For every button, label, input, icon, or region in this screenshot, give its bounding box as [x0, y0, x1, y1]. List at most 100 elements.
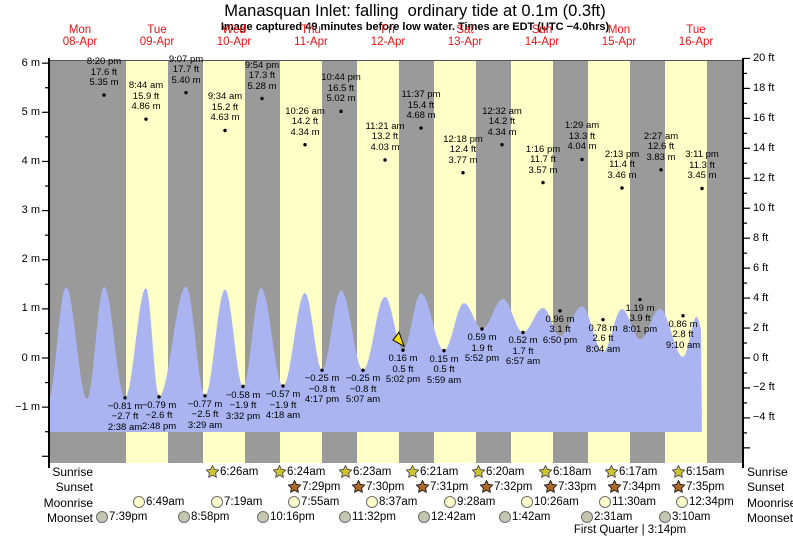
day-of-week: Mon [68, 24, 92, 36]
star-icon [416, 480, 429, 493]
low-tide-annotation: 0.52 m 1.7 ft 6:57 am [493, 336, 553, 368]
left-axis-tick-label: 6 m [21, 56, 40, 69]
low-tide-dot [558, 309, 562, 313]
day-of-week: Fri [381, 24, 395, 36]
moonset-icon [96, 511, 108, 523]
moonset-time: 12:42am [431, 511, 476, 523]
low-tide-dot [601, 317, 605, 322]
low-tide-m: 0.86 m [668, 318, 698, 330]
low-tide-dot [442, 348, 446, 353]
moonrise-entry: 12:34pm [676, 496, 734, 508]
day-label: Sat 13-Apr [427, 24, 504, 48]
moonrise-icon [366, 496, 378, 508]
low-tide-time: 9:10 am [665, 339, 701, 351]
star-icon [480, 480, 493, 493]
moonset-time: 10:16pm [270, 511, 315, 523]
day-date: 13-Apr [447, 36, 483, 48]
moonrise-icon [599, 496, 611, 508]
high-tide-time: 9:54 pm [244, 59, 280, 71]
high-tide-m: 3.45 m [687, 170, 717, 182]
moonset-entry: 2:31am [581, 511, 632, 523]
low-tide-ft: 1.7 ft [512, 345, 534, 357]
astro-row-label-left: Sunset [55, 480, 93, 494]
low-tide-dot [521, 330, 525, 335]
sunset-time: 7:32pm [494, 480, 533, 493]
sunrise-entry: 6:21am [406, 465, 458, 478]
right-axis-tick-label: 0 ft [753, 351, 769, 364]
left-axis-tick-label: 5 m [21, 105, 40, 118]
high-tide-ft: 14.2 ft [291, 116, 319, 128]
low-tide-ft: −2.5 ft [191, 409, 219, 421]
low-tide-ft: −0.8 ft [308, 383, 336, 395]
low-tide-annotation: −0.77 m −2.5 ft 3:29 am [175, 399, 235, 432]
sunset-time: 7:33pm [558, 480, 597, 493]
low-tide-m: −0.58 m [225, 389, 261, 401]
low-tide-time: 3:29 am [187, 419, 223, 431]
high-tide-ft: 11.4 ft [609, 159, 635, 171]
high-tide-dot [659, 168, 663, 172]
moonrise-time: 7:55am [301, 496, 340, 508]
moonrise-entry: 6:49am [133, 496, 184, 508]
low-tide-dot [281, 384, 285, 388]
low-tide-time: 4:18 am [265, 410, 301, 421]
day-of-week: Wed [222, 24, 246, 36]
low-tide-time: 5:59 am [426, 374, 462, 386]
low-tide-time: 8:01 pm [622, 323, 658, 335]
moonset-time: 3:10am [672, 511, 711, 523]
low-tide-time: 4:17 pm [304, 394, 340, 406]
moonrise-time: 9:28am [457, 496, 496, 508]
high-tide-dot [419, 126, 423, 130]
current-time-marker [392, 331, 405, 348]
high-tide-dot [339, 109, 343, 114]
astro-row-label-left: Moonrise [43, 496, 93, 510]
left-axis-tick-label: 3 m [21, 204, 40, 217]
high-tide-time: 9:34 am [207, 91, 243, 103]
day-label: Mon 15-Apr [581, 24, 658, 48]
high-tide-time: 2:27 am [643, 130, 679, 142]
low-tide-ft: −1.9 ft [229, 400, 257, 411]
low-tide-annotation: −0.58 m −1.9 ft 3:32 pm [213, 389, 273, 423]
high-tide-m: 3.46 m [607, 169, 637, 181]
moonrise-icon [676, 496, 688, 508]
low-tide-dot [681, 314, 685, 318]
high-tide-annotation: 11:21 am 13.2 ft 4.03 m [355, 121, 415, 154]
low-tide-ft: −2.7 ft [111, 411, 139, 423]
star-icon [608, 480, 621, 493]
sunrise-entry: 6:26am [206, 465, 258, 478]
moonset-time: 11:32pm [352, 511, 396, 523]
low-tide-m: 0.16 m [388, 353, 418, 365]
astro-row-label-right: Sunset [747, 480, 785, 494]
moonrise-icon [211, 496, 223, 508]
moonrise-time: 6:49am [146, 496, 185, 508]
low-tide-time: 5:07 am [345, 394, 381, 406]
low-tide-ft: 1.9 ft [471, 342, 493, 354]
right-axis-tick-label: 20 ft [753, 51, 775, 64]
sunset-time: 7:34pm [622, 480, 661, 493]
low-tide-m: −0.25 m [345, 373, 381, 385]
high-tide-dot [102, 93, 106, 97]
high-tide-annotation: 10:26 am 14.2 ft 4.34 m [275, 106, 335, 139]
day-of-week: Sat [456, 24, 474, 36]
low-tide-annotation: −0.25 m −0.8 ft 4:17 pm [292, 374, 352, 406]
high-tide-ft: 17.3 ft [248, 70, 276, 82]
high-tide-annotation: 12:32 am 14.2 ft 4.34 m [472, 106, 532, 139]
high-tide-dot [541, 180, 545, 185]
low-tide-annotation: 0.96 m 3.1 ft 6:50 pm [530, 314, 590, 347]
low-tide-ft: 0.5 ft [392, 363, 414, 375]
sunset-entry: 7:32pm [480, 480, 532, 493]
sunset-entry: 7:30pm [352, 480, 404, 493]
low-tide-dot [401, 348, 405, 352]
moonrise-icon [444, 496, 456, 508]
high-tide-m: 3.83 m [646, 151, 676, 163]
star-icon [352, 480, 365, 493]
high-tide-time: 1:16 pm [525, 143, 561, 155]
high-tide-time: 9:07 pm [168, 53, 204, 65]
high-tide-dot [700, 186, 704, 191]
moonset-time: 1:42am [512, 511, 551, 523]
high-tide-time: 10:44 pm [321, 72, 361, 84]
left-axis-tick-label: 4 m [21, 154, 40, 167]
moonrise-time: 7:19am [224, 496, 263, 508]
moonset-time: 2:31am [594, 511, 633, 523]
high-tide-time: 3:11 pm [685, 149, 719, 161]
moonrise-time: 12:34pm [689, 496, 734, 508]
